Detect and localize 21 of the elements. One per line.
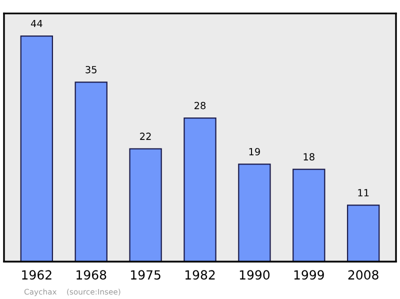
data-label: 18: [304, 153, 314, 160]
bar: [74, 82, 108, 262]
bar: [292, 168, 326, 262]
bar: [20, 35, 54, 262]
data-label: 11: [358, 189, 369, 196]
x-tick-label: 1982: [185, 270, 215, 280]
x-tick-label: 1990: [240, 270, 270, 280]
data-label: 22: [140, 132, 151, 140]
data-label: 35: [86, 66, 96, 74]
x-tick-label: 1975: [131, 270, 160, 280]
x-tick-label: 2008: [348, 270, 378, 280]
x-tick-label: 1962: [22, 270, 52, 280]
x-tick-label: 1968: [76, 270, 106, 280]
data-label: 44: [30, 20, 42, 28]
bar: [184, 118, 216, 262]
data-label: 19: [249, 148, 260, 156]
x-tick-label: 1999: [294, 270, 324, 280]
bar: [346, 204, 380, 262]
bar: [129, 148, 162, 262]
bar: [238, 164, 271, 262]
data-label: 28: [194, 102, 206, 110]
